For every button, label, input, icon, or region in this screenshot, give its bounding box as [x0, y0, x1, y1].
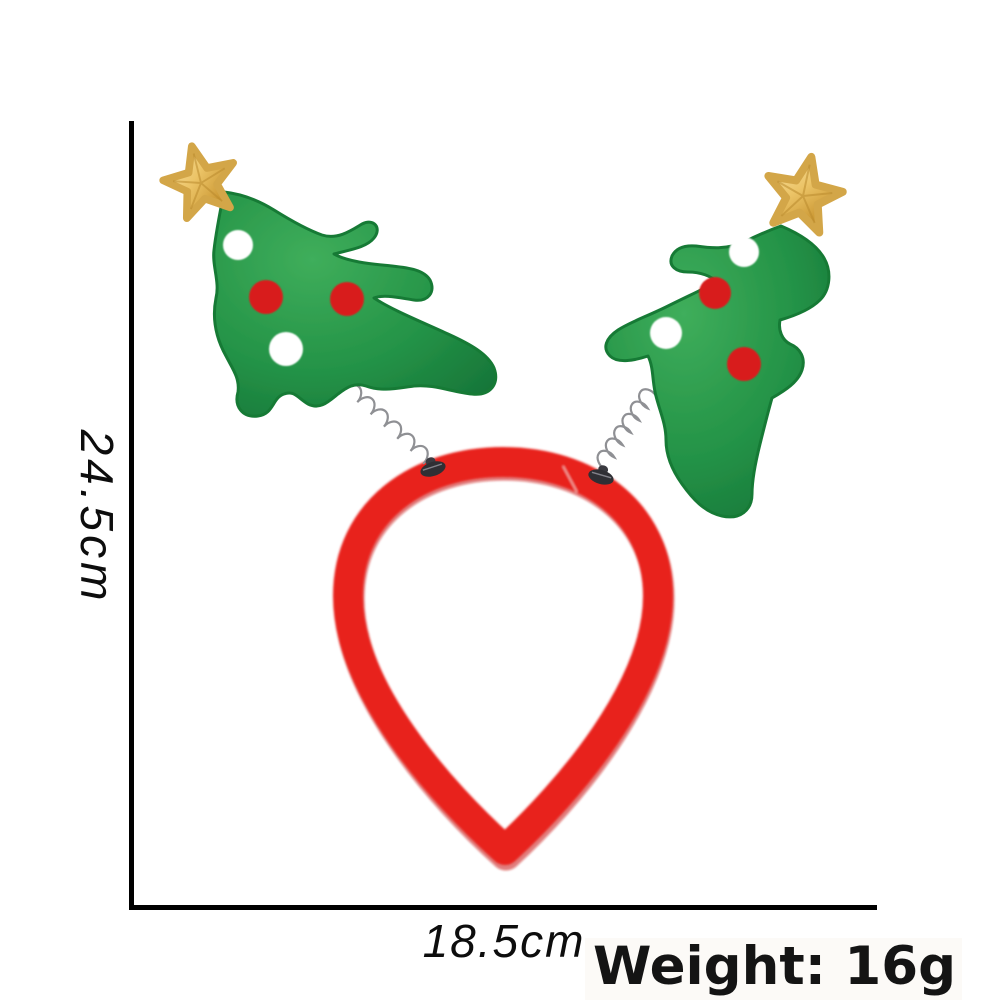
- red-pompom: [727, 347, 761, 381]
- right-spring: [596, 388, 658, 471]
- left-spring: [342, 383, 429, 465]
- red-pompom: [699, 277, 731, 309]
- left-christmas-tree: [212, 190, 498, 418]
- height-dimension-line: [129, 121, 134, 908]
- width-dimension-line: [129, 905, 877, 910]
- band-seam: [562, 465, 578, 493]
- left-spring-clip: [420, 457, 446, 477]
- white-pompom: [269, 332, 303, 366]
- band-shadow: [333, 449, 675, 871]
- headband-band: [333, 447, 675, 871]
- left-star-icon: [159, 142, 238, 223]
- right-star-icon: [764, 152, 847, 237]
- right-spring-clip: [588, 465, 614, 485]
- band-fabric: [333, 447, 673, 865]
- red-pompom: [249, 280, 283, 314]
- width-dimension-label: 18.5cm: [422, 915, 586, 967]
- right-christmas-tree: [604, 224, 831, 519]
- tree-ornaments: [650, 237, 761, 381]
- white-pompom: [650, 317, 682, 349]
- tree-ornaments: [223, 230, 364, 366]
- height-dimension-label: 24.5cm: [71, 429, 123, 605]
- white-pompom: [223, 230, 253, 260]
- red-pompom: [330, 282, 364, 316]
- tree-foliage: [604, 224, 831, 519]
- white-pompom: [729, 237, 759, 267]
- weight-label: Weight: 16g: [585, 937, 963, 1000]
